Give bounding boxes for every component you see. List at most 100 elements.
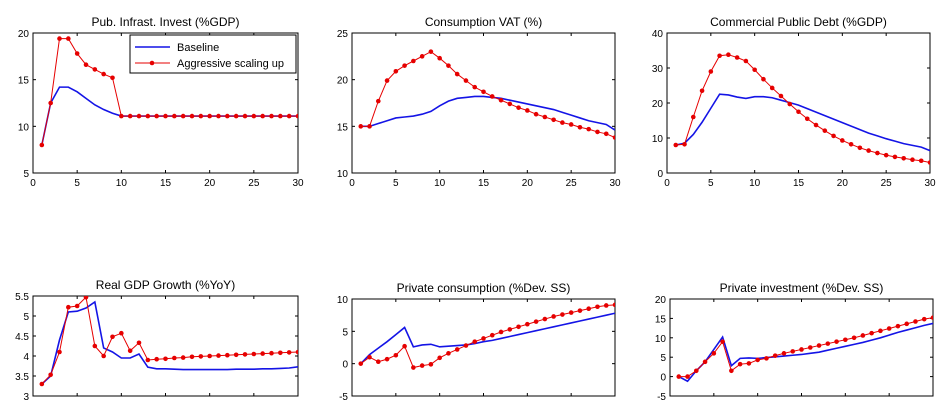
x-tick-label: 15 <box>793 178 805 189</box>
aggressive-series-point <box>39 142 45 148</box>
aggressive-series-point <box>507 327 513 332</box>
chart-title: Pub. Infrast. Invest (%GDP) <box>91 15 239 29</box>
aggressive-series-point <box>676 374 682 379</box>
aggressive-series-point <box>752 67 757 73</box>
aggressive-series-point <box>269 350 274 356</box>
x-tick-label: 5 <box>393 178 399 189</box>
aggressive-series-point <box>737 361 743 367</box>
aggressive-series-point <box>411 58 416 64</box>
aggressive-series-point <box>843 337 848 343</box>
aggressive-series-point <box>66 36 71 41</box>
plot-area <box>358 302 615 370</box>
x-tick-label: 5 <box>708 178 714 189</box>
aggressive-series-point <box>568 122 574 127</box>
aggressive-series-point <box>74 51 80 56</box>
aggressive-series-point <box>542 114 548 120</box>
aggressive-series-point <box>807 345 813 350</box>
aggressive-series-point <box>251 113 257 119</box>
aggressive-series-point <box>781 351 787 356</box>
aggressive-series-point <box>437 55 442 61</box>
aggressive-series-point <box>726 52 731 57</box>
y-tick-label: -5 <box>339 392 348 400</box>
aggressive-series-point <box>489 332 495 338</box>
aggressive-series-point <box>127 348 133 354</box>
aggressive-series-point <box>691 114 696 120</box>
aggressive-series-line <box>675 54 930 163</box>
aggressive-series-point <box>393 352 399 358</box>
aggressive-series-point <box>878 328 883 334</box>
aggressive-series-line <box>360 304 615 369</box>
aggressive-series-point <box>787 101 793 107</box>
aggressive-series-point <box>533 319 539 324</box>
aggressive-series-point <box>568 310 574 315</box>
y-tick-label: 0 <box>660 373 666 384</box>
aggressive-series-point <box>66 304 71 310</box>
y-tick-label: 0 <box>342 360 348 371</box>
aggressive-series-point <box>428 362 434 367</box>
aggressive-series-point <box>463 78 469 83</box>
aggressive-series-point <box>136 113 142 119</box>
y-tick-label: 5 <box>23 312 29 323</box>
x-tick-label: 15 <box>160 178 172 189</box>
x-tick-label: 10 <box>749 178 761 189</box>
aggressive-series-point <box>816 343 822 348</box>
y-tick-label: 5 <box>342 327 348 338</box>
aggressive-series-point <box>804 116 810 122</box>
y-tick-label: 5 <box>23 169 29 180</box>
chart-title: Commercial Public Debt (%GDP) <box>710 15 887 29</box>
aggressive-series-point <box>295 113 298 119</box>
x-tick-label: 20 <box>837 178 849 189</box>
chart-panel-3: Commercial Public Debt (%GDP) 0 5 10 15 20 25 3… <box>652 15 936 189</box>
plot-area <box>676 315 933 383</box>
aggressive-series-point <box>516 324 521 330</box>
x-tick-label: 15 <box>478 178 490 189</box>
plot-area <box>358 49 615 140</box>
aggressive-series-point <box>542 316 548 322</box>
aggressive-series-point <box>411 365 416 370</box>
aggressive-series-point <box>286 113 292 119</box>
aggressive-series-point <box>892 154 898 160</box>
y-tick-label: 10 <box>655 334 667 345</box>
aggressive-series-point <box>729 368 734 374</box>
chart-title: Private investment (%Dev. SS) <box>720 281 884 295</box>
y-tick-label: 30 <box>652 64 664 75</box>
aggressive-series-point <box>699 88 705 94</box>
aggressive-series-point <box>154 113 159 119</box>
aggressive-series-point <box>419 54 425 59</box>
aggressive-series-point <box>848 142 854 147</box>
aggressive-series-point <box>189 354 195 360</box>
chart-panel-4: Real GDP Growth (%YoY)05101520253033.544… <box>15 278 299 400</box>
aggressive-series-point <box>92 67 98 72</box>
aggressive-series-point <box>746 361 752 366</box>
aggressive-series-point <box>481 89 486 95</box>
aggressive-series-point <box>673 142 679 148</box>
aggressive-series-point <box>551 314 556 319</box>
aggressive-series-point <box>769 85 775 91</box>
aggressive-series-point <box>507 101 513 107</box>
aggressive-series-point <box>242 352 248 357</box>
x-tick-label: 10 <box>116 178 128 189</box>
y-tick-label: 10 <box>337 169 349 180</box>
aggressive-series-point <box>927 160 930 165</box>
plot-area <box>673 52 930 165</box>
legend-aggressive-label: Aggressive scaling up <box>177 58 284 70</box>
aggressive-series-point <box>286 350 292 355</box>
aggressive-series-point <box>198 354 204 359</box>
aggressive-series-point <box>761 76 766 82</box>
aggressive-series-point <box>233 113 239 119</box>
aggressive-series-point <box>437 355 442 361</box>
aggressive-series-point <box>717 53 722 59</box>
aggressive-series-point <box>101 71 106 77</box>
aggressive-series-point <box>481 336 486 341</box>
aggressive-series-point <box>489 94 495 99</box>
aggressive-series-point <box>384 356 390 362</box>
aggressive-series-point <box>367 354 372 360</box>
aggressive-series-point <box>551 117 556 123</box>
aggressive-series-point <box>472 339 478 344</box>
aggressive-series-point <box>463 343 469 348</box>
aggressive-series-point <box>895 323 901 329</box>
x-tick-label: 0 <box>30 178 36 189</box>
aggressive-series-point <box>603 131 609 137</box>
aggressive-series-point <box>260 351 265 356</box>
aggressive-series-point <box>225 352 230 358</box>
